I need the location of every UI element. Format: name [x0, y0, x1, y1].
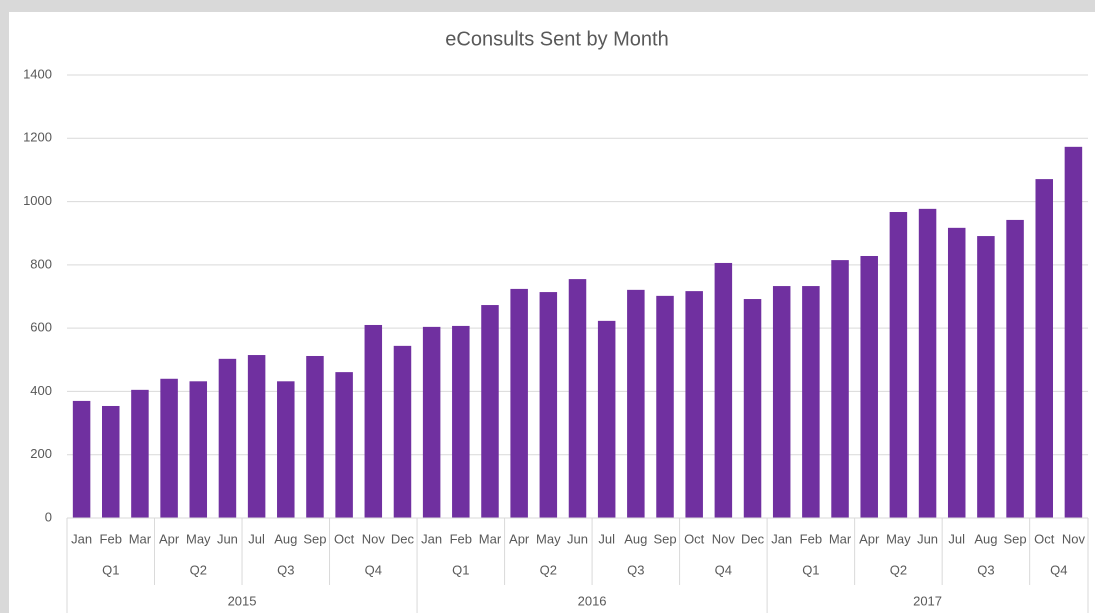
y-tick-label: 200	[30, 446, 52, 461]
x-tick-label: May	[536, 531, 561, 546]
quarter-label: Q4	[1050, 562, 1067, 577]
y-tick-label: 800	[30, 256, 52, 271]
bar	[160, 378, 178, 518]
quarter-label: Q3	[977, 562, 994, 577]
x-tick-label: Apr	[859, 531, 880, 546]
bar	[918, 208, 937, 518]
bar	[772, 286, 791, 518]
bar	[218, 358, 237, 518]
y-tick-label: 1000	[23, 193, 52, 208]
bar	[714, 262, 733, 518]
bar	[189, 381, 208, 518]
bar	[72, 400, 91, 518]
x-tick-label: Jun	[917, 531, 938, 546]
bar	[452, 325, 470, 518]
y-tick-label: 400	[30, 383, 52, 398]
x-tick-label: Mar	[829, 531, 852, 546]
bar	[364, 324, 383, 518]
bar	[627, 289, 645, 518]
x-tick-label: Oct	[334, 531, 355, 546]
bar	[393, 345, 412, 518]
bar	[656, 295, 674, 518]
bar	[1035, 179, 1053, 519]
bar	[335, 372, 353, 518]
quarter-label: Q3	[277, 562, 294, 577]
x-tick-label: Apr	[509, 531, 530, 546]
x-tick-label: Feb	[800, 531, 822, 546]
quarter-label: Q4	[365, 562, 382, 577]
bar	[597, 320, 616, 518]
bar	[539, 292, 558, 518]
bar	[277, 381, 295, 518]
bar	[889, 212, 908, 519]
x-tick-label: Nov	[1062, 531, 1086, 546]
bar	[947, 227, 966, 518]
x-tick-label: Jan	[771, 531, 792, 546]
year-label: 2015	[228, 593, 257, 608]
x-tick-label: Dec	[741, 531, 765, 546]
x-tick-label: Sep	[1004, 531, 1027, 546]
x-tick-label: Mar	[479, 531, 502, 546]
x-tick-label: Jul	[598, 531, 615, 546]
x-tick-label: Nov	[712, 531, 736, 546]
year-label: 2016	[578, 593, 607, 608]
y-tick-label: 1200	[23, 130, 52, 145]
bar	[568, 279, 587, 518]
x-tick-label: Jan	[71, 531, 92, 546]
x-tick-label: Nov	[362, 531, 386, 546]
x-tick-label: Aug	[974, 531, 997, 546]
x-tick-label: Jan	[421, 531, 442, 546]
bar	[306, 355, 324, 518]
x-tick-label: Jun	[217, 531, 238, 546]
bar	[102, 405, 120, 518]
quarter-label: Q2	[190, 562, 207, 577]
quarter-label: Q4	[715, 562, 732, 577]
x-tick-label: Sep	[653, 531, 676, 546]
x-tick-label: Jul	[248, 531, 265, 546]
quarter-label: Q1	[102, 562, 119, 577]
bar	[510, 288, 528, 518]
quarter-label: Q1	[802, 562, 819, 577]
chart-title: eConsults Sent by Month	[445, 28, 668, 50]
x-tick-label: Oct	[1034, 531, 1055, 546]
bar	[802, 286, 820, 518]
x-tick-label: Aug	[274, 531, 297, 546]
x-tick-label: Oct	[684, 531, 705, 546]
x-tick-label: May	[186, 531, 211, 546]
quarter-label: Q2	[540, 562, 557, 577]
year-label: 2017	[913, 593, 942, 608]
y-tick-label: 600	[30, 320, 52, 335]
x-tick-label: May	[886, 531, 911, 546]
y-tick-label: 0	[45, 509, 52, 524]
bar	[977, 236, 995, 519]
quarter-label: Q1	[452, 562, 469, 577]
bar	[831, 260, 849, 518]
x-tick-label: Mar	[129, 531, 152, 546]
x-tick-label: Apr	[159, 531, 180, 546]
bar	[247, 355, 266, 518]
bar	[131, 389, 149, 518]
x-tick-label: Feb	[450, 531, 472, 546]
bar	[422, 326, 441, 518]
x-tick-label: Sep	[303, 531, 326, 546]
x-tick-label: Jul	[948, 531, 965, 546]
x-tick-label: Feb	[100, 531, 122, 546]
bar	[1064, 146, 1083, 518]
x-tick-label: Dec	[391, 531, 415, 546]
quarter-label: Q3	[627, 562, 644, 577]
bar	[743, 299, 762, 518]
y-tick-label: 1400	[23, 66, 52, 81]
bar	[481, 305, 499, 518]
bar	[685, 291, 703, 518]
x-tick-label: Aug	[624, 531, 647, 546]
quarter-label: Q2	[890, 562, 907, 577]
x-tick-label: Jun	[567, 531, 588, 546]
bar	[860, 255, 878, 519]
bar	[1006, 219, 1024, 518]
